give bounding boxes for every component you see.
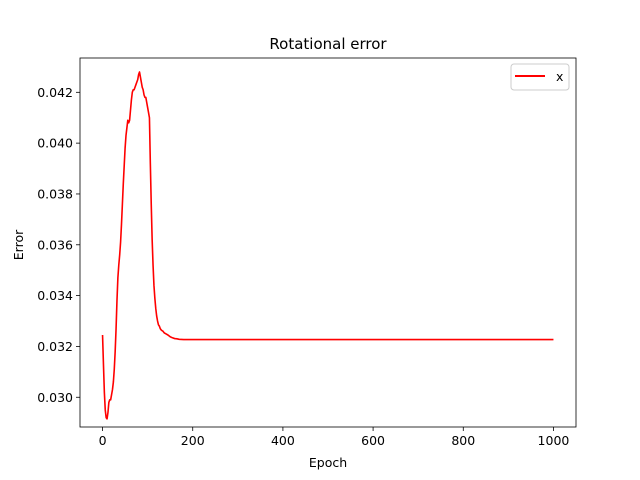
legend: x xyxy=(510,63,570,91)
x-tick-label: 0 xyxy=(99,433,107,448)
plot-area xyxy=(79,57,577,428)
x-axis-label: Epoch xyxy=(309,455,347,470)
y-tick-label: 0.042 xyxy=(37,85,73,100)
x-tick-label: 600 xyxy=(361,433,385,448)
x-tick-label: 400 xyxy=(271,433,295,448)
y-tick-label: 0.034 xyxy=(37,288,73,303)
y-tick-label: 0.032 xyxy=(37,339,73,354)
x-tick-label: 1000 xyxy=(538,433,570,448)
legend-label-x: x xyxy=(556,69,563,84)
x-tick-label: 800 xyxy=(451,433,475,448)
chart-title: Rotational error xyxy=(269,35,387,53)
x-axis: 0 200 400 600 800 1000 xyxy=(99,427,570,448)
y-tick-label: 0.038 xyxy=(37,186,73,201)
y-tick-label: 0.040 xyxy=(37,136,73,151)
y-axis-label: Error xyxy=(11,229,26,260)
y-axis: 0.030 0.032 0.034 0.036 0.038 0.040 0.042 xyxy=(37,85,80,405)
axes-frame xyxy=(79,57,577,428)
x-tick-label: 200 xyxy=(181,433,205,448)
y-tick-label: 0.030 xyxy=(37,390,73,405)
series-line-x xyxy=(101,71,554,420)
y-tick-label: 0.036 xyxy=(37,237,73,252)
